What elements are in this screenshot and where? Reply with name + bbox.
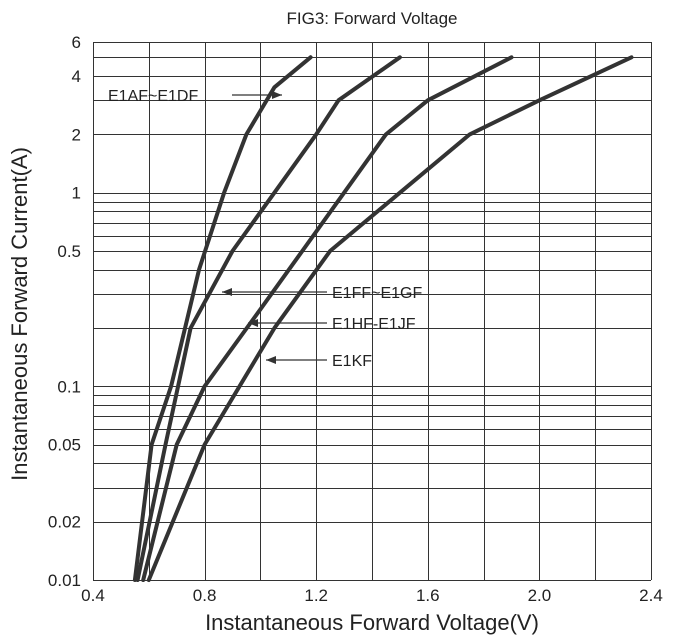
grid [93, 42, 652, 581]
curve-series [141, 55, 514, 582]
y-tick-label: 0.02 [48, 513, 81, 532]
y-tick-label: 2 [72, 125, 81, 144]
y-tick-label: 1 [72, 184, 81, 203]
annotation-arrowhead [248, 319, 258, 327]
y-axis-label: Instantaneous Forward Current(A) [7, 147, 32, 481]
annotation-label: E1HF-E1JF [332, 316, 416, 333]
y-tick-label: 0.05 [48, 436, 81, 455]
x-tick-label: 1.6 [416, 586, 440, 605]
annotation-arrowhead [222, 288, 232, 296]
annotation-arrowhead [272, 91, 282, 99]
y-tick-label: 0.5 [57, 242, 81, 261]
y-tick-label: 0.01 [48, 571, 81, 590]
x-tick-label: 2.4 [639, 586, 663, 605]
annotation-arrowhead [266, 356, 276, 364]
curve-series [146, 55, 634, 582]
y-tick-label: 0.1 [57, 377, 81, 396]
x-tick-label: 2.0 [528, 586, 552, 605]
y-tick-label: 6 [72, 33, 81, 52]
curve-series [135, 55, 402, 582]
annotation-label: E1FF~E1GF [332, 285, 422, 302]
annotation-label: E1AF~E1DF [108, 88, 198, 105]
x-tick-label: 1.2 [304, 586, 328, 605]
tick-labels: 0.4 0.8 1.2 1.6 2.0 2.4 0.01 0.02 0.05 0.1 0.5 1 2 4 6 [48, 33, 663, 605]
x-tick-label: 0.8 [193, 586, 217, 605]
annotations: E1AF~E1DF E1FF~E1GF E1HF-E1JF E1KF [108, 88, 422, 370]
x-axis-label: Instantaneous Forward Voltage(V) [205, 610, 539, 635]
x-tick-label: 0.4 [81, 586, 105, 605]
chart-title: FIG3: Forward Voltage [286, 9, 457, 28]
annotation-label: E1KF [332, 353, 372, 370]
curves [132, 55, 634, 582]
y-tick-label: 4 [72, 67, 81, 86]
